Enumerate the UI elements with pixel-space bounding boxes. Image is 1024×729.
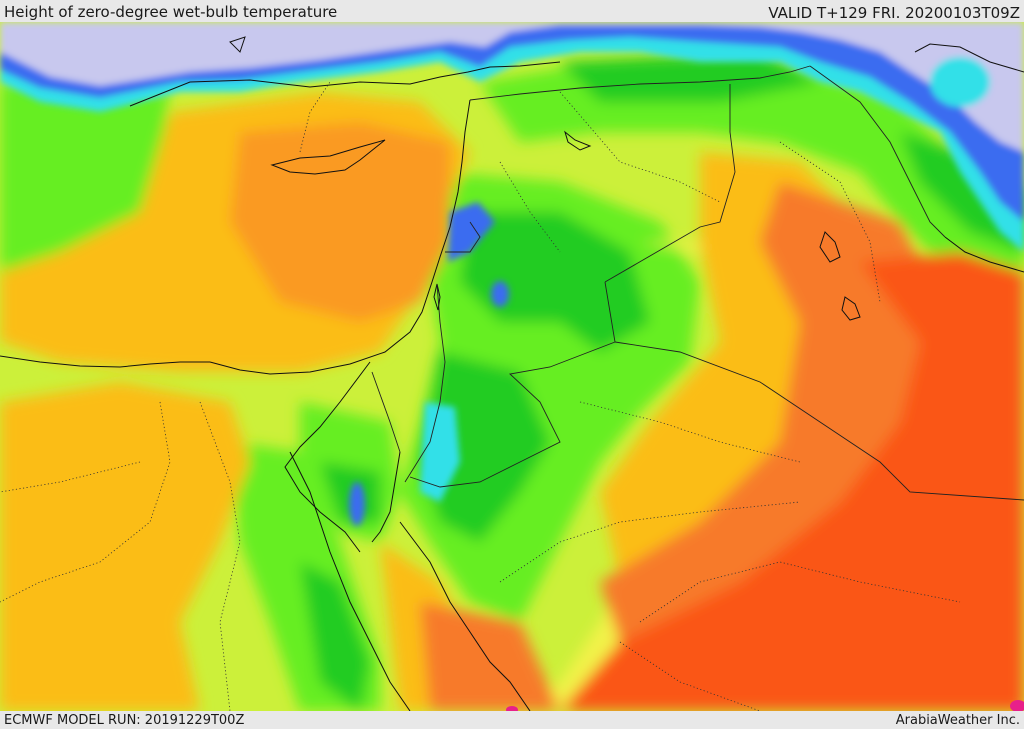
coastlines: [0, 36, 1024, 711]
field-blue-north: [0, 22, 1024, 222]
border-israel-egypt: [371, 371, 401, 453]
coast-levant: [209, 99, 471, 375]
border-lebanon-syria: [445, 221, 481, 253]
lake-razazah: [841, 296, 861, 321]
field-blue-hermon: [491, 281, 509, 307]
field-darkorange-east: [600, 182, 960, 642]
dead-sea: [433, 283, 441, 311]
field-magenta-spot-2: [506, 706, 518, 711]
field-blue-sinai: [349, 482, 365, 526]
valid-time: VALID T+129 FRI. 20200103T09Z: [768, 4, 1020, 22]
coast-caspian: [914, 43, 1024, 73]
field-red-gulf: [560, 252, 1024, 711]
border-saudi-iraq: [614, 341, 1024, 501]
field-darkgreen-jordan: [420, 352, 550, 542]
field-darkgreen-nile: [300, 562, 370, 711]
color-field: [0, 52, 1024, 711]
field-darkgreen-sinai: [320, 462, 380, 522]
border-syria-iraq: [604, 84, 736, 283]
field-lavender-north: [0, 22, 1024, 152]
lake-assad: [564, 130, 592, 151]
coast-gulf-suez: [284, 361, 371, 553]
field-green-north: [480, 62, 1024, 282]
footer-bar: ECMWF MODEL RUN: 20191229T00Z ArabiaWeat…: [0, 711, 1024, 729]
coast-gulf-persian: [944, 236, 1024, 273]
model-run: ECMWF MODEL RUN: 20191229T00Z: [4, 713, 245, 728]
weather-map[interactable]: [0, 22, 1024, 711]
field-darkgreen-iran: [900, 132, 1024, 252]
coast-gulf-aqaba: [371, 451, 401, 543]
coast-cyprus: [270, 139, 386, 175]
field-darkgreen-levant: [460, 212, 650, 352]
cold-band: [0, 22, 1024, 526]
border-jordan-israel: [404, 283, 446, 483]
country-borders: [371, 65, 1024, 501]
field-cyan-north: [0, 22, 1024, 252]
border-iraq-iran: [809, 65, 946, 238]
border-jordan-iraq-saudi: [409, 281, 616, 488]
credit-label: ArabiaWeather Inc.: [895, 713, 1020, 728]
field-darkorange-south: [420, 602, 560, 711]
border-turkey-syria: [469, 65, 811, 101]
field-darkgreen-turkey: [560, 52, 820, 102]
coast-turkey-south: [129, 61, 561, 107]
coast-egypt-libya: [0, 355, 210, 368]
header-bar: Height of zero-degree wet-bulb temperatu…: [0, 0, 1024, 22]
province-borders: [0, 81, 961, 711]
map-title: Height of zero-degree wet-bulb temperatu…: [4, 3, 338, 21]
field-cyan-iran: [930, 57, 990, 107]
field-cyan-jordan: [420, 402, 460, 502]
field-blue-lebanon: [448, 202, 495, 262]
field-darkorange-cyprus-sea: [230, 122, 450, 322]
lake-tuz: [229, 36, 246, 53]
field-magenta-spot: [1010, 700, 1024, 711]
coast-redsea-east: [399, 521, 531, 711]
field-orange-libya: [0, 382, 250, 711]
lake-tharthar: [819, 231, 841, 263]
coast-redsea-west: [289, 451, 411, 711]
